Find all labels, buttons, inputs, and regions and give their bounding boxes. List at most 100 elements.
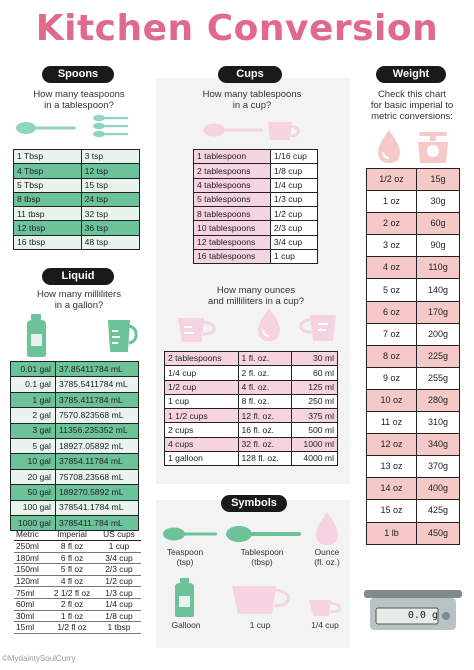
table-row: 7 oz 200g: [365, 322, 460, 346]
cups-cell: 1/8 cup: [269, 163, 319, 179]
table-row: 11 oz 310g: [365, 411, 460, 435]
liquid-question-line-1: How many milliliters: [37, 289, 121, 300]
symbols-panel-background: [156, 500, 350, 648]
ounces-cell: 2 tablespoons: [164, 350, 239, 367]
table-row: 120ml 4 fl oz 1/2 cup: [14, 575, 141, 588]
ounces-cell: 4 fl. oz.: [237, 379, 293, 395]
weight-cell: 3 oz: [365, 234, 418, 258]
liquid-cell: 0.01 gal: [10, 360, 56, 378]
measuring-cup-icon: [299, 315, 336, 341]
liquid-cell: 378541.1784 mL: [54, 499, 140, 516]
metric-cell: 75ml: [14, 586, 48, 600]
table-row: 75ml 2 1/2 fl oz 1/3 cup: [14, 586, 141, 600]
metric-cell: 2 1/2 fl oz: [47, 586, 97, 600]
ounces-cell: 1 galloon: [164, 451, 239, 467]
table-row: 1 gal 3785.411784 mL: [10, 391, 140, 409]
table-row: 8 tbsp 24 tsp: [13, 191, 141, 208]
weight-cell: 425g: [416, 499, 460, 523]
table-row: 5 gal 18927.05892 mL: [10, 437, 140, 455]
metric-cell: 2/3 cup: [96, 563, 141, 576]
table-row: 2 oz 60g: [365, 212, 460, 236]
liquid-cell: 37854.11784 mL: [54, 453, 140, 470]
weight-cell: 6 oz: [365, 300, 418, 324]
spoons-question-line-2: in a tablespoon?: [44, 100, 114, 111]
table-row: 4 Tbsp 12 tsp: [13, 163, 141, 179]
table-row: 20 gal 75708.23568 mL: [10, 468, 140, 486]
table-row: 5 oz 140g: [365, 278, 460, 302]
table-row: 11 tbsp 32 tsp: [13, 206, 141, 222]
weight-cell: 340g: [416, 433, 460, 457]
table-row: 250ml 8 fl oz 1 cup: [14, 540, 141, 553]
scale-display-readout: 0.0 g: [407, 610, 438, 621]
weight-cell: 1 lb: [365, 521, 418, 545]
table-row: 1 tablespoon 1/16 cup: [193, 148, 319, 165]
table-row: 1/2 cup 4 fl. oz. 125 ml: [164, 379, 338, 395]
table-row: 3 gal 11356.235352 mL: [10, 422, 140, 439]
metric-cell: 5 fl oz: [47, 563, 97, 576]
cups-cell: 10 tablespoons: [193, 220, 271, 236]
gallon-label: Galloon: [171, 620, 201, 630]
ounces-cell: 60 ml: [291, 365, 338, 381]
ounces-cell: 32 fl. oz.: [237, 436, 293, 453]
metric-cell: 1 fl oz: [47, 610, 97, 623]
table-row: 6 oz 170g: [365, 300, 460, 324]
liquid-cell: 7570.823568 mL: [54, 407, 140, 424]
weight-cell: 60g: [416, 212, 460, 236]
weight-question: Check this chart for basic imperial to m…: [356, 89, 468, 122]
ounces-cell: 1 cup: [164, 393, 239, 410]
table-row: 12 tbsp 36 tsp: [13, 220, 141, 236]
tablespoon-label-name: Tablespoon: [240, 547, 284, 557]
ounce-label-name: Ounce: [314, 547, 340, 557]
weight-question-line-2: for basic imperial to: [370, 100, 454, 111]
liquid-cell: 75708.23568 mL: [54, 468, 140, 486]
ounces-cell: 1/2 cup: [164, 379, 239, 395]
metric-cell: 1/2 fl oz: [47, 621, 97, 634]
metric-cell: 3/4 cup: [96, 552, 141, 565]
table-row: 5 Tbsp 15 tsp: [13, 177, 141, 193]
table-row: 10 gal 37854.11784 mL: [10, 453, 140, 470]
weight-cell: 5 oz: [365, 278, 418, 302]
ounce-drop-icon: [316, 512, 338, 545]
metric-cell: 1 tbsp: [96, 621, 141, 634]
ounces-question: How many ounces and milliliters in a cup…: [166, 285, 346, 307]
liquid-cell: 0.1 gal: [10, 376, 56, 393]
ounces-cell: 125 ml: [291, 379, 338, 395]
metric-header: Metric: [14, 529, 48, 542]
weight-cell: 13 oz: [365, 455, 418, 479]
table-row: 8 tablespoons 1/2 cup: [193, 206, 319, 222]
teaspoon-icon: [163, 527, 217, 541]
liquid-cell: 18927.05892 mL: [54, 437, 140, 455]
weight-cell: 90g: [416, 234, 460, 258]
metric-header: Imperial: [47, 529, 97, 542]
ounce-label-abbr: (fl. oz.): [314, 557, 340, 567]
weight-cell: 450g: [416, 521, 460, 545]
metric-cell: 2 fl oz: [47, 598, 97, 611]
spoons-question: How many teaspoons in a tablespoon?: [4, 89, 154, 111]
liquid-heading: Liquid: [42, 268, 114, 285]
drop-icon: [258, 308, 280, 341]
cups-cell: 1 tablespoon: [193, 148, 271, 165]
ounces-cell: 4 cups: [164, 436, 239, 453]
weight-cell: 7 oz: [365, 322, 418, 346]
liquid-table: 0.01 gal 37.85411784 mL 0.1 gal 3785.541178…: [10, 360, 140, 532]
metric-cell: 15ml: [14, 621, 48, 634]
jug-icon: [27, 314, 46, 357]
cups-heading: Cups: [218, 66, 282, 83]
spoons-cell: 11 tbsp: [13, 206, 82, 222]
cups-cell: 12 tablespoons: [193, 234, 271, 251]
table-row: 16 tbsp 48 tsp: [13, 234, 141, 251]
weight-cell: 14 oz: [365, 477, 418, 501]
table-row: 8 oz 225g: [365, 344, 460, 368]
metric-cell: 30ml: [14, 610, 48, 623]
liquid-cell: 189270.5892 mL: [54, 484, 140, 501]
teaspoon-label-abbr: (tsp): [176, 557, 194, 567]
weight-cell: 11 oz: [365, 411, 418, 435]
spoons-heading: Spoons: [42, 66, 114, 83]
spoons-cell: 12 tsp: [80, 163, 141, 179]
table-row: 2 gal 7570.823568 mL: [10, 407, 140, 424]
teaspoon-label: Teaspoon (tsp): [160, 547, 210, 567]
footer-credit: ©MydaintySoulCurry: [2, 654, 76, 663]
table-row: 10 oz 280g: [365, 388, 460, 413]
spoons-cell: 15 tsp: [80, 177, 141, 193]
table-row: 4 oz 110g: [365, 256, 460, 280]
